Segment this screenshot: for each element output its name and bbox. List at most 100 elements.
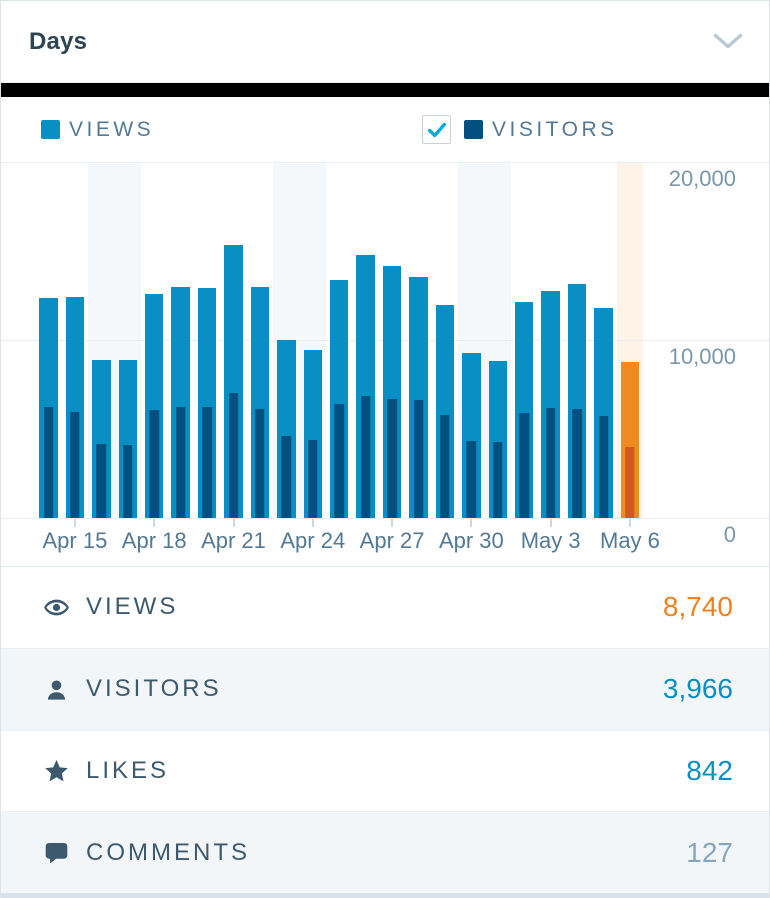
gridline — [1, 518, 769, 519]
stat-label: LIKES — [86, 756, 170, 784]
x-axis-label: May 6 — [599, 528, 660, 553]
visitors-bar — [255, 409, 265, 518]
bar-group-may-1[interactable] — [488, 162, 508, 518]
x-axis-tick — [470, 519, 473, 527]
bar-group-apr-23[interactable] — [277, 162, 296, 518]
x-axis-tick — [311, 519, 314, 527]
bar-group-apr-30[interactable] — [462, 162, 481, 518]
bar-chart: 20,000 10,000 0 Apr 15 Apr 18 Apr 21 Apr 24 Apr… — [1, 162, 769, 566]
period-selector[interactable]: Days — [1, 1, 769, 83]
bar-group-apr-18[interactable] — [144, 162, 164, 518]
star-icon — [45, 760, 68, 782]
chevron-down-icon — [713, 33, 743, 49]
visitors-bar — [440, 414, 450, 518]
bar-group-may-4[interactable] — [567, 162, 587, 518]
bar-group-apr-26[interactable] — [356, 162, 375, 518]
visitors-bar — [175, 406, 186, 518]
x-axis-tick — [549, 519, 552, 527]
bar-group-apr-20[interactable] — [197, 162, 217, 518]
views-color-swatch — [41, 120, 60, 139]
x-axis-tick — [628, 519, 631, 527]
x-axis-label: May 3 — [520, 528, 581, 553]
visitors-bar — [572, 409, 582, 518]
bar-group-may-6[interactable] — [620, 162, 640, 518]
visitors-bar — [308, 439, 318, 518]
visitors-color-swatch — [464, 120, 483, 139]
stat-value-views: 8,740 — [662, 591, 733, 623]
visitors-bar — [413, 399, 424, 518]
visitors-checkbox[interactable] — [422, 115, 451, 144]
x-axis-label: Apr 24 — [280, 528, 346, 553]
bar-group-apr-15[interactable] — [65, 162, 85, 518]
visitors-bar — [625, 447, 635, 518]
y-axis-label: 0 — [723, 522, 736, 547]
visitors-bar — [493, 442, 503, 518]
x-axis-tick — [73, 519, 76, 527]
stat-label: COMMENTS — [86, 838, 250, 866]
stats-summary-list: VIEWS 8,740 VISITORS 3,966 LIKES 842 COM… — [1, 566, 769, 893]
top-divider — [1, 83, 769, 97]
check-icon — [427, 122, 446, 137]
visitors-bar — [228, 392, 239, 518]
bar-group-apr-25[interactable] — [329, 162, 349, 518]
legend-item-visitors[interactable]: VISITORS — [422, 97, 618, 162]
stat-row-likes[interactable]: LIKES 842 — [1, 729, 769, 812]
bar-group-may-5[interactable] — [594, 162, 613, 518]
visitors-bar — [466, 441, 477, 518]
visitors-bar — [598, 415, 609, 518]
stat-row-views[interactable]: VIEWS 8,740 — [1, 567, 769, 648]
stat-value-visitors: 3,966 — [662, 673, 733, 705]
visitors-bar — [334, 404, 344, 518]
eye-icon — [44, 599, 69, 616]
bar-group-may-2[interactable] — [514, 162, 534, 518]
visitors-bar — [123, 445, 133, 518]
stat-row-comments[interactable]: COMMENTS 127 — [1, 811, 769, 893]
visitors-bar — [202, 406, 212, 518]
legend-visitors-label: VISITORS — [492, 117, 618, 141]
stat-label: VIEWS — [86, 593, 179, 621]
visitors-bar — [70, 412, 80, 518]
visitors-bar — [360, 396, 371, 518]
x-axis-label: Apr 15 — [42, 528, 108, 553]
chart-legend: VIEWS VISITORS — [1, 97, 769, 162]
visitors-bar — [545, 407, 556, 518]
visitors-bar — [519, 412, 529, 518]
period-title: Days — [29, 27, 88, 55]
visitors-bar — [43, 406, 54, 518]
stat-value-comments: 127 — [686, 836, 733, 868]
x-axis-label: Apr 27 — [359, 528, 425, 553]
stat-row-visitors[interactable]: VISITORS 3,966 — [1, 647, 769, 730]
bar-group-apr-27[interactable] — [382, 162, 402, 518]
bar-group-apr-16[interactable] — [92, 162, 111, 518]
visitors-bar — [149, 410, 159, 518]
x-axis-label: Apr 21 — [201, 528, 266, 553]
bar-group-apr-22[interactable] — [250, 162, 270, 518]
bar-group-apr-19[interactable] — [171, 162, 190, 518]
gridline — [1, 162, 769, 163]
plot-area — [1, 162, 661, 518]
visitors-bar — [96, 444, 107, 518]
visitors-bar — [387, 398, 397, 518]
legend-item-views: VIEWS — [41, 97, 154, 162]
panel-bottom-edge — [1, 893, 769, 898]
stat-label: VISITORS — [86, 675, 222, 703]
comment-icon — [45, 843, 68, 864]
legend-views-label: VIEWS — [69, 117, 155, 141]
x-axis-label: Apr 18 — [121, 528, 187, 553]
x-axis-tick — [391, 519, 394, 527]
bar-group-may-3[interactable] — [541, 162, 560, 518]
x-axis-tick — [232, 519, 235, 527]
x-axis-tick — [153, 519, 156, 527]
user-icon — [47, 680, 66, 700]
y-axis-label: 10,000 — [668, 344, 736, 369]
bar-group-apr-21[interactable] — [224, 162, 243, 518]
bar-group-apr-29[interactable] — [435, 162, 455, 518]
bar-group-apr-14[interactable] — [39, 162, 58, 518]
y-axis-label: 20,000 — [668, 166, 736, 191]
bar-group-apr-24[interactable] — [303, 162, 323, 518]
stat-value-likes: 842 — [686, 754, 733, 786]
x-axis-label: Apr 30 — [438, 528, 504, 553]
bar-group-apr-28[interactable] — [409, 162, 428, 518]
bar-group-apr-17[interactable] — [118, 162, 138, 518]
